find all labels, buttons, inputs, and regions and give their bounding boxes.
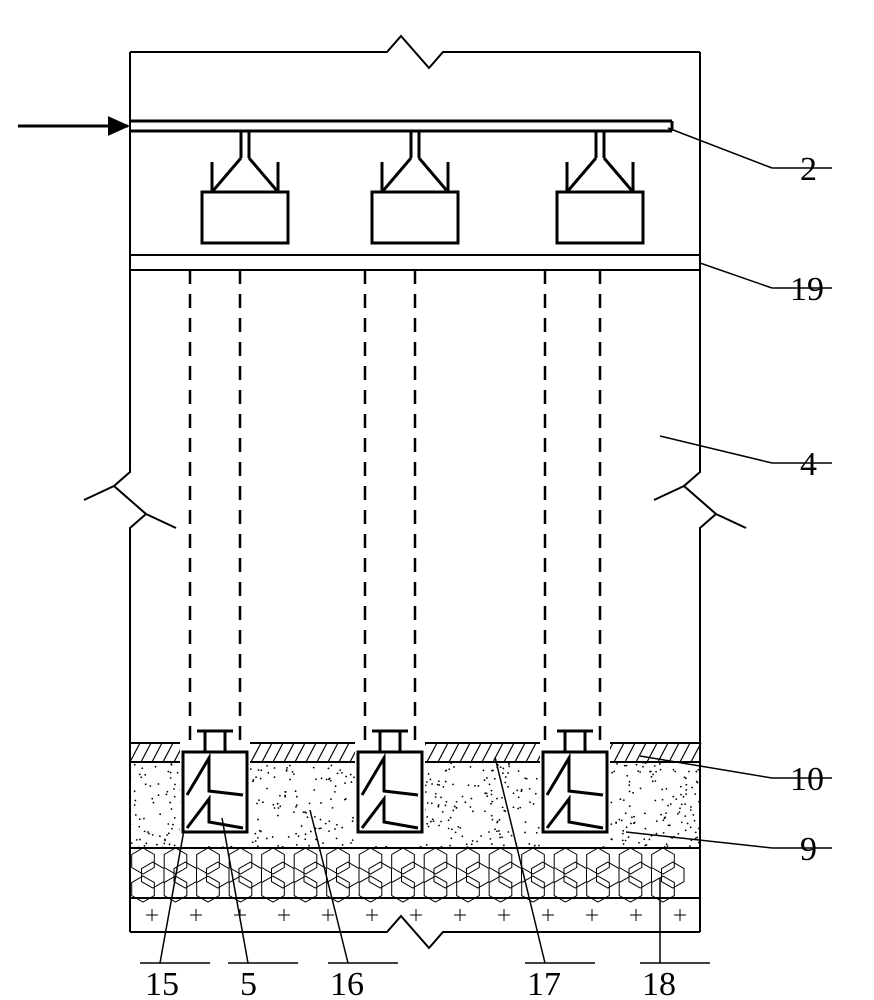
callout-18: 18 xyxy=(642,966,676,1000)
leaders: 2 19 4 10 9 15 5 16 17 18 xyxy=(140,128,832,1000)
frame-right xyxy=(684,52,716,932)
plus-layer xyxy=(146,909,686,921)
hex-layer xyxy=(132,848,684,902)
callout-15: 15 xyxy=(145,966,179,1000)
frame-left xyxy=(114,52,146,932)
distribution-box xyxy=(372,192,458,243)
distribution-box xyxy=(202,192,288,243)
callout-16: 16 xyxy=(330,966,364,1000)
manifold xyxy=(202,131,643,243)
bottom-edge xyxy=(130,916,700,948)
dashed-columns xyxy=(190,270,600,792)
callout-2: 2 xyxy=(800,151,817,188)
inlet-arrow-head xyxy=(108,116,130,136)
callout-19: 19 xyxy=(790,271,824,308)
callout-9: 9 xyxy=(800,831,817,868)
callout-5: 5 xyxy=(240,966,257,1000)
callout-17: 17 xyxy=(527,966,561,1000)
units xyxy=(180,731,610,846)
distribution-box xyxy=(557,192,643,243)
callout-4: 4 xyxy=(800,446,817,483)
frame-top xyxy=(130,36,700,68)
callout-10: 10 xyxy=(790,761,824,798)
